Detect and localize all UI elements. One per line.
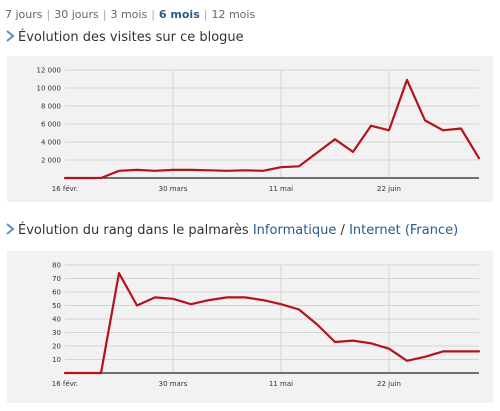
period-30-jours[interactable]: 30 jours: [54, 8, 99, 21]
series-line: [63, 272, 481, 375]
rank-line-chart: 10 20 30 40 50 60 70 80 16 févr. 30 mars 11 mai 22 …: [52, 262, 481, 388]
x-tick-label: 11 mai: [269, 380, 293, 388]
y-tick-label: 4 000: [41, 139, 61, 147]
visits-section-title: Évolution des visites sur ce blogue: [6, 30, 244, 45]
rank-chart-panel: 10 20 30 40 50 60 70 80 16 févr. 30 mars 11 mai 22 …: [7, 251, 493, 403]
y-tick-label: 2 000: [41, 157, 61, 165]
y-tick-label: 70: [52, 275, 61, 283]
rank-title-text: Évolution du rang dans le palmarès: [18, 223, 249, 238]
x-tick-label: 22 juin: [377, 185, 401, 193]
category-link-internet-france[interactable]: Internet (France): [349, 223, 459, 238]
y-tick-label: 60: [52, 289, 61, 297]
x-tick-label: 22 juin: [377, 380, 401, 388]
period-separator: |: [46, 8, 51, 21]
period-3-mois[interactable]: 3 mois: [110, 8, 148, 21]
rank-section-title: Évolution du rang dans le palmarès Infor…: [6, 223, 458, 238]
period-6-mois[interactable]: 6 mois: [158, 8, 200, 21]
y-tick-label: 40: [52, 316, 61, 324]
x-tick-label: 30 mars: [159, 380, 188, 388]
y-tick-label: 20: [52, 343, 61, 351]
chevron-right-icon: [6, 223, 15, 235]
chevron-right-icon: [6, 30, 15, 42]
period-separator: |: [102, 8, 107, 21]
period-separator: |: [203, 8, 208, 21]
y-tick-label: 6 000: [41, 121, 61, 129]
y-tick-label: 80: [52, 262, 61, 270]
y-tick-label: 10 000: [37, 85, 62, 93]
x-tick-label: 16 févr.: [52, 380, 79, 388]
y-tick-label: 8 000: [41, 103, 61, 111]
category-link-informatique[interactable]: Informatique: [252, 223, 337, 238]
visits-line-chart: 2 000 4 000 6 000 8 000 10 000 12 000 16 févr.…: [37, 67, 481, 193]
y-tick-label: 30: [52, 329, 61, 337]
period-7-jours[interactable]: 7 jours: [5, 8, 43, 21]
x-tick-label: 16 févr.: [52, 185, 79, 193]
visits-chart-panel: 2 000 4 000 6 000 8 000 10 000 12 000 16 févr.…: [7, 56, 493, 202]
visits-title-text: Évolution des visites sur ce blogue: [18, 30, 244, 45]
x-tick-label: 30 mars: [159, 185, 188, 193]
x-tick-label: 11 mai: [269, 185, 293, 193]
period-selector: 7 jours | 30 jours | 3 mois | 6 mois | 12 mois: [5, 8, 255, 21]
period-12-mois[interactable]: 12 mois: [211, 8, 256, 21]
series-line: [63, 78, 481, 180]
y-tick-label: 10: [52, 356, 61, 364]
y-tick-label: 50: [52, 302, 61, 310]
y-tick-label: 12 000: [37, 67, 62, 75]
period-separator: |: [151, 8, 155, 21]
category-separator: /: [336, 223, 350, 238]
